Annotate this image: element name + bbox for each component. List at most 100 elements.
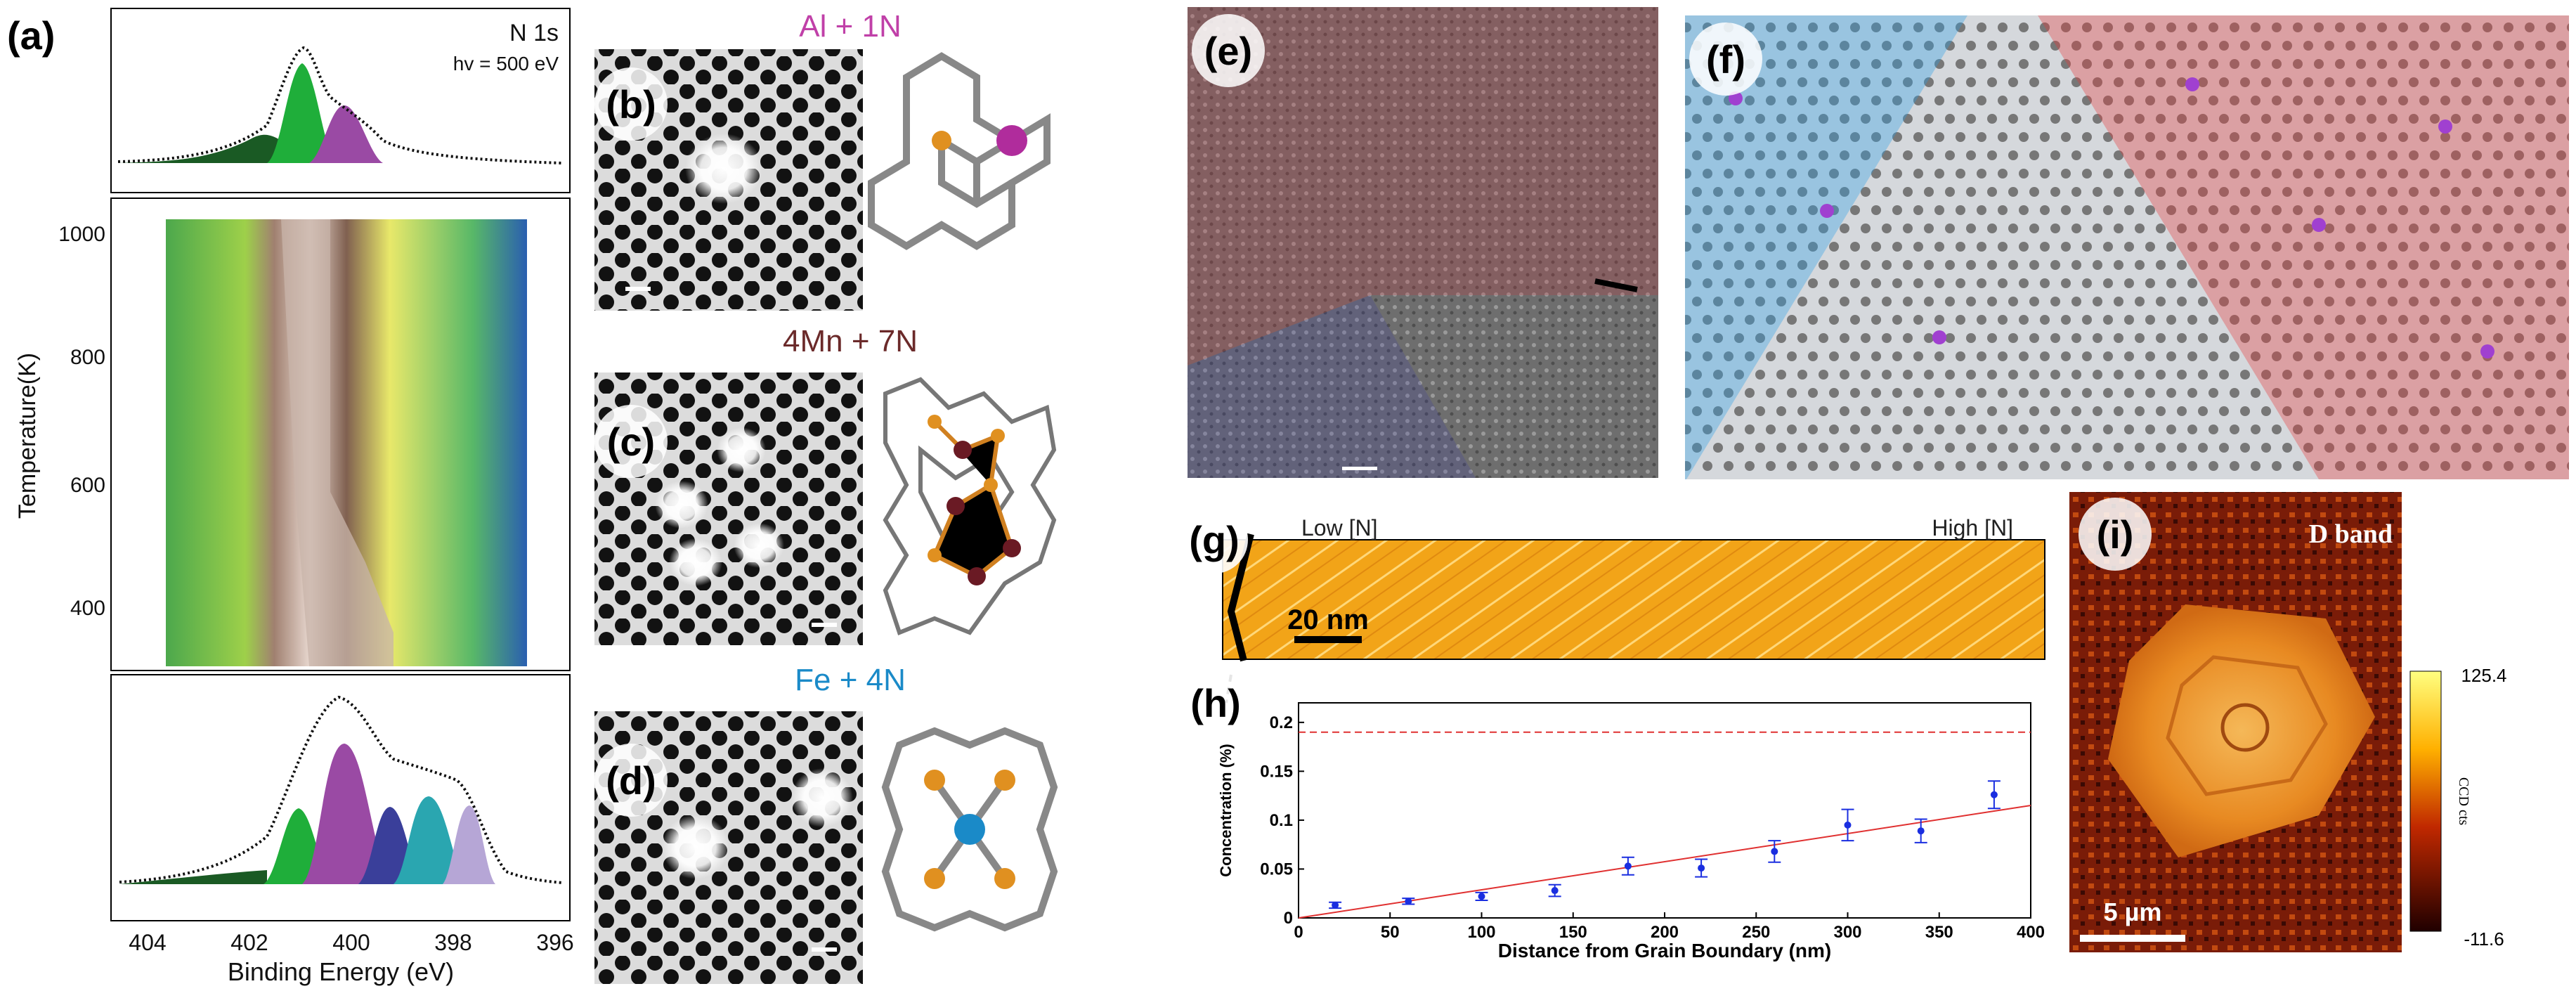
chart-data-point <box>1990 791 1998 798</box>
panel-g-label: (g) <box>1189 518 1240 562</box>
panel-f-lattice <box>1685 15 2569 479</box>
panel-i-hexagon <box>2108 604 2375 857</box>
panel-c-n-atom-2 <box>991 429 1005 443</box>
xtick-398: 398 <box>434 930 471 955</box>
chart-xlabel: Distance from Grain Boundary (nm) <box>1498 940 1832 961</box>
panel-e-defect <box>1594 278 1638 292</box>
panel-d-spot-2 <box>791 768 853 827</box>
bottom-xlabel: Binding Energy (eV) <box>228 957 454 986</box>
top-data-points <box>117 46 563 164</box>
chart-data-point <box>1844 821 1852 829</box>
panel-d-n-atom-4 <box>994 868 1015 889</box>
panel-d-label: (d) <box>606 758 656 803</box>
panel-c: 4Mn + 7N (c) <box>594 324 1057 645</box>
top-peak-purple <box>309 105 383 163</box>
panel-d: Fe + 4N (d) <box>594 663 1058 984</box>
chart-fit-line <box>1298 805 2031 919</box>
concentration-chart: Concentration (%) Distance from Grain Bo… <box>1217 702 2045 961</box>
top-peak-green <box>267 63 337 163</box>
chart-data-point <box>1917 827 1925 835</box>
top-peak-darkgreen <box>118 134 309 163</box>
chart-ytick-label: 0.2 <box>1270 713 1293 732</box>
panel-f-dopant-3 <box>1932 330 1946 344</box>
chart-data-point <box>1478 893 1485 900</box>
panel-d-scalebar <box>812 947 837 952</box>
panel-h: (h) Concentration (%) Distance from Grai… <box>1182 669 2045 961</box>
chart-ytick-label: 0.1 <box>1270 811 1293 830</box>
panel-f-label: (f) <box>1706 37 1745 82</box>
panel-a: (a) N 1s hv = 500 eV 1000 800 600 400 Te… <box>7 8 574 986</box>
panel-i-colorbar <box>2409 671 2442 932</box>
panel-c-mn-atom-2 <box>947 497 965 515</box>
panel-c-n-atom-1 <box>928 415 942 429</box>
panel-i-colorbar-max: 125.4 <box>2461 665 2506 686</box>
chart-ylabel: Concentration (%) <box>1217 744 1235 876</box>
bottom-peak-darkgreen <box>119 870 267 884</box>
panel-d-fe-atom <box>954 814 985 845</box>
panel-b-bright-spot <box>685 134 762 204</box>
panel-f-dopant-7 <box>2480 344 2494 358</box>
panel-c-mn-atom-4 <box>1003 539 1021 557</box>
panel-b-al-atom <box>996 125 1027 156</box>
panel-e-scalebar <box>1342 467 1377 470</box>
panel-c-n-atom-3 <box>984 478 998 492</box>
xtick-396: 396 <box>536 930 573 955</box>
panel-d-label-bg <box>594 744 668 817</box>
panel-b-n-atom <box>932 131 951 150</box>
panel-e-stm-image <box>1188 7 1658 478</box>
chart-xtick-label: 50 <box>1381 923 1400 942</box>
panel-f: (f) <box>1685 15 2569 479</box>
panel-b-label: (b) <box>606 82 656 127</box>
panel-c-mn-atom-1 <box>954 441 972 459</box>
chart-data-point <box>1551 887 1559 895</box>
panel-e-label: (e) <box>1204 29 1252 73</box>
heatmap-bright-band <box>281 219 393 666</box>
panel-d-n-atom-2 <box>994 770 1015 791</box>
panel-d-title: Fe + 4N <box>795 663 906 697</box>
xtick-404: 404 <box>129 930 166 955</box>
panel-c-mn-atom-3 <box>968 567 986 585</box>
panel-c-scalebar <box>812 623 837 627</box>
panel-c-spot-4 <box>734 523 784 568</box>
panel-f-dopant-5 <box>2312 218 2326 232</box>
chart-ytick-label: 0.15 <box>1260 762 1293 781</box>
chart-xtick-label: 200 <box>1651 923 1679 942</box>
panel-g-scalebar-label: 20 nm <box>1287 604 1369 635</box>
panel-b: Al + 1N (b) <box>594 9 1050 311</box>
panel-h-label: (h) <box>1190 681 1241 725</box>
chart-xtick-label: 150 <box>1559 923 1587 942</box>
bottom-peak-lavender <box>443 805 495 884</box>
heatmap-ytick-800: 800 <box>70 346 105 369</box>
panel-f-blue-region <box>1685 15 1967 479</box>
chart-data-point <box>1771 848 1778 855</box>
top-spectrum-element: N 1s <box>509 20 559 46</box>
panel-i-title: D band <box>2309 519 2393 549</box>
chart-xtick-label: 0 <box>1294 923 1303 942</box>
panel-g: 20 nm Low [N] High [N] (g) <box>1180 506 2045 662</box>
chart-ytick-label: 0.05 <box>1260 860 1293 879</box>
chart-data-point <box>1624 862 1632 870</box>
chart-xtick-label: 300 <box>1833 923 1861 942</box>
chart-xtick-label: 350 <box>1925 923 1953 942</box>
panel-c-label: (c) <box>607 420 655 464</box>
panel-f-red-region <box>2038 15 2569 479</box>
heatmap-ytick-600: 600 <box>70 474 105 497</box>
panel-c-spot-3 <box>669 538 722 586</box>
chart-ytick-label: 0 <box>1284 909 1293 928</box>
chart-xtick-label: 400 <box>2017 923 2045 942</box>
panel-f-dopant-6 <box>2438 119 2452 134</box>
panel-d-n-atom-1 <box>924 770 945 791</box>
panel-c-n-atom-4 <box>928 548 942 562</box>
panel-i-colorbar-min: -11.6 <box>2464 928 2504 950</box>
top-spectrum-frame <box>110 8 571 193</box>
panel-c-spot-1 <box>717 427 766 472</box>
panel-d-spot-1 <box>662 815 729 879</box>
top-spectrum: N 1s hv = 500 eV <box>110 8 571 193</box>
panel-f-dopant-4 <box>2185 77 2199 91</box>
temperature-heatmap: 1000 800 600 400 Temperature(K) <box>14 197 571 671</box>
panel-e-label-bg <box>1192 14 1265 87</box>
panel-g-high-label: High [N] <box>1932 515 2013 540</box>
chart-data-point <box>1405 898 1412 905</box>
chart-data-point <box>1332 901 1339 909</box>
panel-a-label: (a) <box>7 13 55 58</box>
